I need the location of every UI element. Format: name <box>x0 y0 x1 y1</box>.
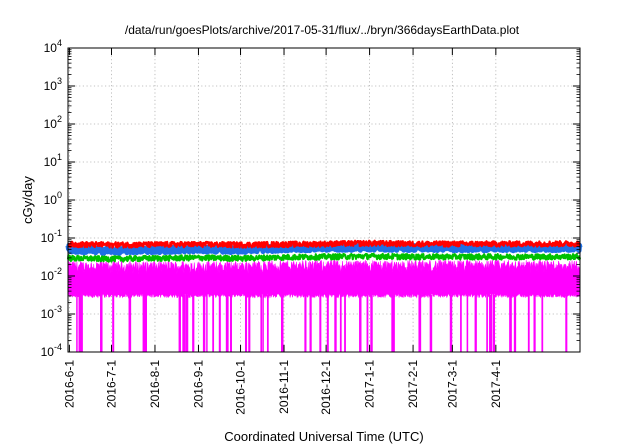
dropout-spike <box>449 294 453 352</box>
dropout-spike <box>533 294 536 352</box>
x-tick-label: 2016-9-1 <box>191 360 205 408</box>
y-tick-label: 102 <box>44 114 62 131</box>
dropout-spike <box>493 294 495 352</box>
dropout-spike <box>460 294 462 352</box>
dropout-spike <box>230 294 232 352</box>
y-tick-label: 101 <box>44 152 62 169</box>
dropout-spike <box>100 294 103 352</box>
dropout-spike <box>280 294 284 352</box>
dropout-spike <box>370 294 373 352</box>
dropout-spike <box>429 294 433 352</box>
y-tick-label: 100 <box>44 190 62 207</box>
dropout-spike <box>80 294 83 352</box>
dropout-spike <box>527 294 530 352</box>
dropout-spike <box>144 294 148 352</box>
dropout-spike <box>419 294 422 352</box>
data-area <box>65 239 583 352</box>
dropout-spike <box>339 294 342 352</box>
dropout-spike <box>391 294 394 352</box>
dropout-spike <box>128 294 132 352</box>
dropout-spike <box>76 294 78 352</box>
dropout-spike <box>474 294 477 352</box>
x-tick-label: 2017-4-1 <box>489 360 503 408</box>
dropout-spike <box>212 294 215 352</box>
dropout-spike <box>202 294 206 352</box>
x-tick-label: 2017-3-1 <box>445 360 459 408</box>
dropout-spike <box>185 294 187 352</box>
dropout-spike <box>513 294 517 352</box>
dropout-spike <box>112 294 115 352</box>
y-tick-label: 104 <box>44 38 62 55</box>
ticks <box>68 47 580 353</box>
y-tick-label: 103 <box>44 76 62 93</box>
dropout-spike <box>359 294 362 352</box>
x-tick-label: 2016-8-1 <box>148 360 162 408</box>
dropout-spike <box>248 294 251 352</box>
dropout-spike <box>366 294 369 352</box>
dropout-spike <box>262 294 264 352</box>
y-tick-label: 10-3 <box>41 304 62 321</box>
y-tick-label: 10-2 <box>41 266 62 283</box>
dropout-spike <box>334 294 337 352</box>
dropout-spike <box>304 294 307 352</box>
dropout-spike <box>186 294 189 352</box>
dropout-spike <box>260 294 262 352</box>
dropout-spike <box>392 294 395 352</box>
dropout-spike <box>489 294 493 352</box>
chart-title: /data/run/goesPlots/archive/2017-05-31/f… <box>125 23 520 37</box>
y-axis: 10-4 10-3 10-2 10-1 100 101 102 103 104 <box>41 38 62 359</box>
dropout-spike <box>510 294 512 352</box>
dropout-spike <box>183 294 186 352</box>
series-band <box>67 259 581 299</box>
dropout-spike <box>319 294 322 352</box>
y-tick-label: 10-1 <box>41 228 62 245</box>
x-axis-label: Coordinated Universal Time (UTC) <box>224 429 423 444</box>
x-tick-label: 2016-11-1 <box>277 360 291 414</box>
x-tick-label: 2017-2-1 <box>406 360 420 408</box>
x-tick-label: 2016-12-1 <box>319 360 333 415</box>
dropout-spike <box>218 294 221 352</box>
dropout-spike <box>344 294 346 352</box>
dropout-spike <box>206 294 208 352</box>
dropout-spike <box>244 294 248 352</box>
dropout-spike <box>266 294 269 352</box>
x-tick-label: 2017-1-1 <box>363 360 377 408</box>
dropout-spike <box>327 294 329 352</box>
y-axis-label: cGy/day <box>20 176 35 224</box>
dropout-spike <box>192 294 195 352</box>
dropout-spike <box>489 294 491 352</box>
series-line <box>66 252 582 263</box>
dropout-spike <box>178 294 181 352</box>
dropout-spike <box>309 294 312 352</box>
x-axis: 2016-6-1 2016-7-1 2016-8-1 2016-9-1 2016-10-… <box>62 360 502 415</box>
series-line <box>67 239 581 249</box>
x-tick-label: 2016-7-1 <box>104 360 118 408</box>
dropout-spike <box>143 294 146 352</box>
x-tick-label: 2016-10-1 <box>234 360 248 415</box>
dropout-spike <box>226 294 229 352</box>
x-tick-label: 2016-6-1 <box>62 360 76 408</box>
y-tick-label: 10-4 <box>41 342 62 359</box>
dropout-spike <box>541 294 544 352</box>
dropout-spike <box>78 294 81 352</box>
dropout-spike <box>466 294 469 352</box>
series-line <box>65 242 583 256</box>
dropout-spike <box>565 294 568 352</box>
dropout-spike <box>486 294 488 352</box>
